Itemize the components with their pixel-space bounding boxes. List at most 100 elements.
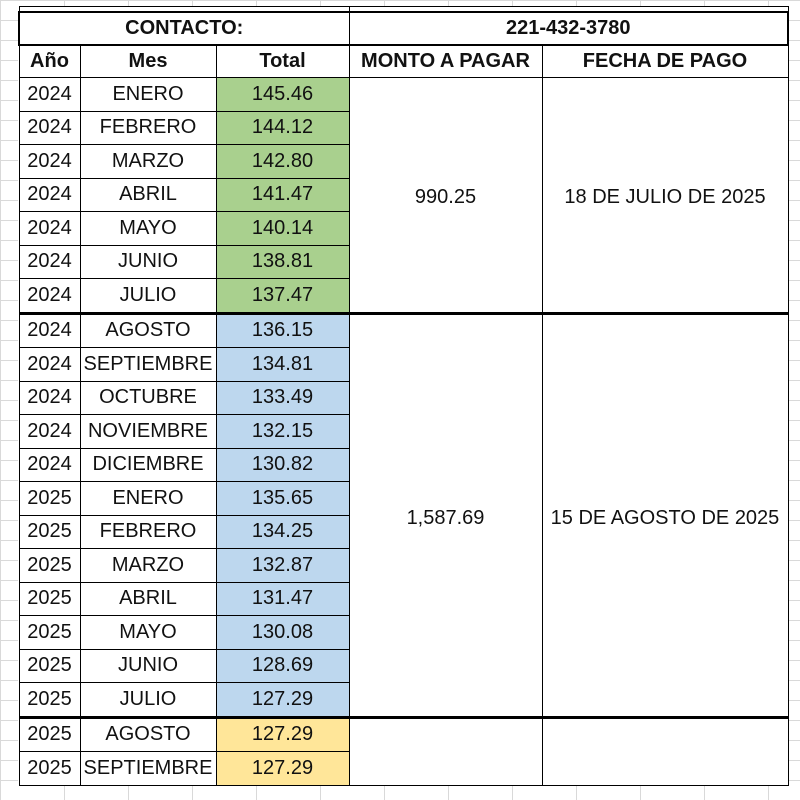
total-cell[interactable]: 142.80 bbox=[215, 144, 350, 179]
amount-cell[interactable]: 990.25 bbox=[348, 77, 543, 314]
month-cell[interactable]: JULIO bbox=[79, 278, 217, 314]
date-cell[interactable]: 15 DE AGOSTO DE 2025 bbox=[541, 311, 789, 718]
contact-phone[interactable]: 221-432-3780 bbox=[348, 11, 789, 46]
year-cell[interactable]: 2024 bbox=[18, 244, 81, 279]
total-cell[interactable]: 127.29 bbox=[215, 715, 350, 752]
total-cell[interactable]: 140.14 bbox=[215, 211, 350, 246]
table-row: 2024 DICIEMBRE 130.82 bbox=[18, 447, 788, 482]
year-cell[interactable]: 2025 bbox=[18, 682, 81, 718]
total-cell[interactable]: 128.69 bbox=[215, 648, 350, 683]
month-cell[interactable]: AGOSTO bbox=[79, 715, 217, 752]
table-row: 2024 AGOSTO 136.15 1,587.69 15 DE AGOSTO DE … bbox=[18, 311, 789, 718]
table-row: 2025 JULIO 127.29 bbox=[18, 682, 788, 718]
year-cell[interactable]: 2024 bbox=[18, 278, 81, 314]
year-cell[interactable]: 2025 bbox=[18, 548, 81, 583]
total-cell[interactable]: 127.29 bbox=[215, 751, 350, 786]
table-row: 2024 NOVIEMBRE 132.15 bbox=[18, 414, 788, 449]
contact-label[interactable]: CONTACTO: bbox=[18, 11, 350, 46]
table-row: 2025 AGOSTO 127.29 bbox=[18, 715, 789, 786]
total-cell[interactable]: 131.47 bbox=[215, 581, 350, 616]
year-cell[interactable]: 2024 bbox=[18, 144, 81, 179]
year-cell[interactable]: 2024 bbox=[18, 447, 81, 482]
table-row: 2024 MAYO 140.14 bbox=[18, 211, 788, 246]
total-cell[interactable]: 133.49 bbox=[215, 380, 350, 415]
year-cell[interactable]: 2025 bbox=[18, 715, 81, 752]
amount-cell[interactable]: 1,587.69 bbox=[348, 311, 543, 718]
total-cell[interactable]: 138.81 bbox=[215, 244, 350, 279]
table-row: 2024 ENERO 145.46 990.25 18 DE JULIO DE 2025 bbox=[18, 77, 789, 314]
year-cell[interactable]: 2024 bbox=[18, 110, 81, 145]
month-cell[interactable]: MAYO bbox=[79, 615, 217, 650]
year-cell[interactable]: 2024 bbox=[18, 177, 81, 212]
year-cell[interactable]: 2025 bbox=[18, 751, 81, 786]
header-date[interactable]: FECHA DE PAGO bbox=[541, 44, 789, 78]
total-cell[interactable]: 134.81 bbox=[215, 347, 350, 382]
header-row: Año Mes Total MONTO A PAGAR FECHA DE PAG… bbox=[18, 44, 789, 78]
table-row: 2025 SEPTIEMBRE 127.29 bbox=[18, 751, 788, 786]
date-cell[interactable] bbox=[541, 715, 789, 786]
payment-table: CONTACTO: 221-432-3780 Año Mes Total MON… bbox=[18, 6, 789, 786]
total-cell[interactable]: 132.87 bbox=[215, 548, 350, 583]
year-cell[interactable]: 2025 bbox=[18, 514, 81, 549]
total-cell[interactable]: 127.29 bbox=[215, 682, 350, 718]
total-cell[interactable]: 144.12 bbox=[215, 110, 350, 145]
date-value: 15 DE AGOSTO DE 2025 bbox=[550, 506, 780, 529]
total-cell[interactable]: 132.15 bbox=[215, 414, 350, 449]
total-cell[interactable]: 136.15 bbox=[215, 311, 350, 348]
month-cell[interactable]: ENERO bbox=[79, 481, 217, 516]
amount-value: 1,587.69 bbox=[406, 506, 485, 529]
month-cell[interactable]: JUNIO bbox=[79, 648, 217, 683]
year-cell[interactable]: 2024 bbox=[18, 414, 81, 449]
month-cell[interactable]: JULIO bbox=[79, 682, 217, 718]
amount-cell[interactable] bbox=[348, 715, 543, 786]
month-cell[interactable]: NOVIEMBRE bbox=[79, 414, 217, 449]
total-cell[interactable]: 130.82 bbox=[215, 447, 350, 482]
table-row: 2025 MAYO 130.08 bbox=[18, 615, 788, 650]
month-cell[interactable]: ABRIL bbox=[79, 177, 217, 212]
month-cell[interactable]: ABRIL bbox=[79, 581, 217, 616]
month-cell[interactable]: MAYO bbox=[79, 211, 217, 246]
year-cell[interactable]: 2025 bbox=[18, 481, 81, 516]
table-row: 2024 JUNIO 138.81 bbox=[18, 244, 788, 279]
year-cell[interactable]: 2025 bbox=[18, 581, 81, 616]
year-cell[interactable]: 2024 bbox=[18, 380, 81, 415]
table-row: 2024 MARZO 142.80 bbox=[18, 144, 788, 179]
table-row: 2024 FEBRERO 144.12 bbox=[18, 110, 788, 145]
year-cell[interactable]: 2025 bbox=[18, 615, 81, 650]
total-cell[interactable]: 145.46 bbox=[215, 77, 350, 112]
year-cell[interactable]: 2025 bbox=[18, 648, 81, 683]
total-cell[interactable]: 137.47 bbox=[215, 278, 350, 314]
table-row: 2024 SEPTIEMBRE 134.81 bbox=[18, 347, 788, 382]
year-cell[interactable]: 2024 bbox=[18, 77, 81, 112]
month-cell[interactable]: OCTUBRE bbox=[79, 380, 217, 415]
month-cell[interactable]: DICIEMBRE bbox=[79, 447, 217, 482]
header-amount[interactable]: MONTO A PAGAR bbox=[348, 44, 543, 78]
date-cell[interactable]: 18 DE JULIO DE 2025 bbox=[541, 77, 789, 314]
year-cell[interactable]: 2024 bbox=[18, 347, 81, 382]
table-row: 2025 ENERO 135.65 bbox=[18, 481, 788, 516]
month-cell[interactable]: MARZO bbox=[79, 548, 217, 583]
month-cell[interactable]: SEPTIEMBRE bbox=[79, 347, 217, 382]
month-cell[interactable]: FEBRERO bbox=[79, 514, 217, 549]
header-year[interactable]: Año bbox=[18, 44, 81, 78]
year-cell[interactable]: 2024 bbox=[18, 311, 81, 348]
month-cell[interactable]: MARZO bbox=[79, 144, 217, 179]
month-cell[interactable]: AGOSTO bbox=[79, 311, 217, 348]
header-total[interactable]: Total bbox=[215, 44, 350, 78]
total-cell[interactable]: 134.25 bbox=[215, 514, 350, 549]
table-row: 2024 JULIO 137.47 bbox=[18, 278, 788, 314]
amount-value: 990.25 bbox=[414, 186, 477, 209]
header-month[interactable]: Mes bbox=[79, 44, 217, 78]
month-cell[interactable]: FEBRERO bbox=[79, 110, 217, 145]
contact-row: CONTACTO: 221-432-3780 bbox=[18, 11, 789, 46]
total-cell[interactable]: 135.65 bbox=[215, 481, 350, 516]
year-cell[interactable]: 2024 bbox=[18, 211, 81, 246]
table-row: 2025 MARZO 132.87 bbox=[18, 548, 788, 583]
total-cell[interactable]: 141.47 bbox=[215, 177, 350, 212]
month-cell[interactable]: JUNIO bbox=[79, 244, 217, 279]
month-cell[interactable]: SEPTIEMBRE bbox=[79, 751, 217, 786]
table-row: 2024 ABRIL 141.47 bbox=[18, 177, 788, 212]
total-cell[interactable]: 130.08 bbox=[215, 615, 350, 650]
month-cell[interactable]: ENERO bbox=[79, 77, 217, 112]
